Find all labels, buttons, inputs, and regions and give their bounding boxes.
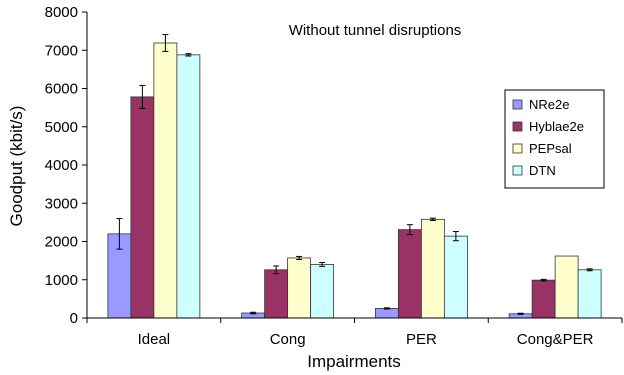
bar bbox=[287, 257, 312, 319]
y-tick-label: 3000 bbox=[45, 195, 78, 212]
bars-group bbox=[107, 34, 602, 319]
bar bbox=[397, 229, 422, 319]
bar bbox=[531, 279, 556, 319]
x-tick-label: Cong bbox=[270, 331, 306, 348]
y-tick-label: 0 bbox=[70, 310, 78, 327]
legend-swatch bbox=[512, 121, 523, 132]
legend-label: Hyblae2e bbox=[529, 119, 584, 134]
bar bbox=[310, 264, 335, 319]
bar bbox=[176, 54, 201, 319]
bar bbox=[577, 269, 602, 319]
y-tick-label: 7000 bbox=[45, 42, 78, 59]
y-tick-label: 2000 bbox=[45, 234, 78, 251]
legend-swatch bbox=[512, 143, 523, 154]
bar bbox=[374, 308, 399, 319]
bar bbox=[420, 218, 445, 319]
x-tick-label: Ideal bbox=[138, 331, 171, 348]
x-tick-label: PER bbox=[406, 331, 437, 348]
legend: NRe2e Hyblae2e PEPsal DTN bbox=[504, 89, 605, 189]
x-axis-title: Impairments bbox=[307, 352, 401, 371]
y-tick-label: 6000 bbox=[45, 81, 78, 98]
y-tick-label: 5000 bbox=[45, 119, 78, 136]
chart-annotation: Without tunnel disruptions bbox=[289, 22, 462, 39]
legend-label: NRe2e bbox=[529, 97, 569, 112]
bar bbox=[264, 269, 289, 319]
legend-swatch bbox=[512, 99, 523, 110]
y-axis-ticks: 0 1000 2000 3000 4000 5000 6000 7000 8000 bbox=[45, 4, 87, 327]
y-tick-label: 8000 bbox=[45, 4, 78, 21]
x-tick-label: Cong&PER bbox=[517, 331, 594, 348]
bar bbox=[130, 96, 155, 319]
y-tick-label: 4000 bbox=[45, 157, 78, 174]
bar bbox=[443, 235, 468, 319]
y-axis-title: Goodput (kbit/s) bbox=[7, 106, 26, 227]
legend-swatch bbox=[512, 165, 523, 176]
legend-label: DTN bbox=[529, 163, 556, 178]
legend-label: PEPsal bbox=[529, 141, 572, 156]
bar bbox=[153, 42, 178, 319]
y-tick-label: 1000 bbox=[45, 272, 78, 289]
bar bbox=[554, 255, 579, 319]
x-axis-ticks: Ideal Cong PER Cong&PER bbox=[86, 318, 623, 348]
